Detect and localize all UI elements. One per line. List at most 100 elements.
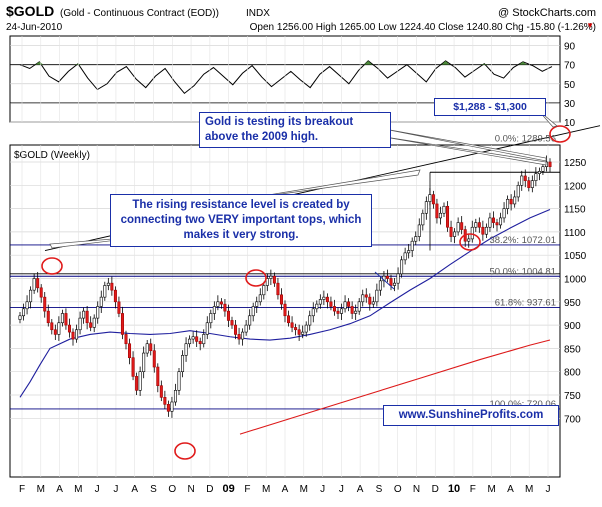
- candle-down: [495, 222, 499, 226]
- fibonacci-labels: 0.0%: 1289.56 38.2%: 1072.01 50.0%: 1004.8…: [489, 134, 556, 410]
- time-axis-label: O: [168, 484, 176, 495]
- breakout-callout: Gold is testing its breakout above the 2…: [199, 112, 391, 148]
- candle-down: [523, 175, 527, 181]
- overbought-fill: [441, 60, 450, 65]
- candle-down: [219, 301, 223, 305]
- price-tick-label: 1250: [564, 158, 587, 169]
- price-tick-label: 1000: [564, 275, 587, 286]
- time-axis: F M A M J J A S O N D 09 F M A M J J A S O N D 10 F M A M J: [19, 483, 551, 495]
- candle-up: [32, 278, 36, 291]
- candle-down: [368, 296, 372, 305]
- overbought-fill: [480, 63, 489, 65]
- candle-up: [421, 212, 425, 226]
- candle-down: [156, 366, 160, 386]
- candle-up: [530, 180, 534, 188]
- time-axis-label: S: [376, 484, 383, 495]
- candle-up: [18, 315, 22, 320]
- candle-up: [57, 322, 61, 335]
- candle-down: [297, 329, 301, 335]
- candle-up: [442, 205, 446, 214]
- highlight-circle: [174, 442, 196, 460]
- chart-description: (Gold - Continuous Contract (EOD)): [60, 8, 219, 19]
- candle-up: [22, 308, 26, 317]
- stockcharts-watermark: @ StockCharts.com: [498, 7, 596, 19]
- candle-up: [177, 371, 181, 391]
- price-axis: 700 750 800 850 900 950 1000 1050 1100 1150 1200 12…: [564, 158, 587, 425]
- candle-up: [75, 329, 79, 340]
- candle-down: [435, 203, 439, 219]
- candle-down: [279, 294, 283, 305]
- resistance-callout: The rising resistance level is created b…: [110, 194, 372, 247]
- candle-up: [29, 289, 33, 303]
- down-arrow-icon: ▼: [586, 21, 594, 30]
- candle-down: [53, 329, 57, 335]
- candle-down: [294, 327, 298, 331]
- candle-up: [407, 250, 411, 254]
- candlesticks: [18, 155, 552, 418]
- candle-down: [39, 287, 43, 298]
- highlight-circle: [41, 257, 63, 275]
- time-axis-label: M: [262, 484, 270, 495]
- candle-down: [198, 341, 202, 345]
- time-axis-label: F: [244, 484, 250, 495]
- candle-up: [417, 224, 421, 237]
- breakout-callout-pointer: [378, 135, 547, 166]
- indicator-tick-label: 30: [564, 99, 576, 110]
- time-axis-label: J: [546, 484, 551, 495]
- candle-up: [474, 222, 478, 228]
- candle-up: [467, 238, 471, 242]
- candle-up: [375, 289, 379, 303]
- candle-down: [431, 194, 435, 205]
- candle-up: [103, 285, 107, 298]
- candle-down: [509, 198, 513, 205]
- overbought-fill: [518, 61, 527, 65]
- chart-date: 24-Jun-2010: [6, 22, 63, 33]
- time-axis-label: M: [525, 484, 533, 495]
- price-tick-label: 950: [564, 298, 581, 309]
- time-axis-label: D: [432, 484, 439, 495]
- fib-level-label: 38.2%: 1072.01: [489, 235, 556, 246]
- candle-up: [470, 226, 474, 240]
- candle-up: [318, 299, 322, 305]
- candle-up: [205, 322, 209, 335]
- candle-up: [393, 282, 397, 286]
- candle-up: [60, 313, 64, 324]
- candle-down: [230, 320, 234, 326]
- candle-up: [304, 324, 308, 333]
- candle-down: [36, 278, 40, 289]
- candle-up: [25, 301, 29, 310]
- candle-down: [287, 315, 291, 324]
- breakout-callout-pointer-2: [378, 127, 547, 162]
- candle-up: [534, 173, 538, 181]
- candle-down: [234, 324, 238, 335]
- candle-up: [428, 194, 432, 202]
- candle-down: [159, 385, 163, 398]
- price-tick-label: 1200: [564, 181, 587, 192]
- candle-down: [325, 296, 329, 303]
- candle-up: [484, 226, 488, 235]
- candle-down: [237, 334, 241, 340]
- candle-up: [78, 317, 82, 331]
- indicator-plot: [19, 60, 553, 95]
- candle-down: [124, 334, 128, 345]
- candle-up: [357, 301, 361, 312]
- candle-down: [50, 322, 54, 331]
- time-axis-label: M: [74, 484, 82, 495]
- candle-up: [506, 198, 510, 209]
- time-axis-label: F: [470, 484, 476, 495]
- candle-up: [537, 171, 541, 174]
- indicator-tick-label: 70: [564, 61, 576, 72]
- candle-up: [244, 324, 248, 333]
- time-axis-label: 09: [223, 483, 235, 495]
- candle-down: [117, 301, 121, 314]
- indicator-axis: 10 30 50 70 90: [564, 42, 576, 129]
- candle-up: [520, 175, 524, 186]
- candle-down: [527, 180, 531, 188]
- time-axis-label: A: [282, 484, 289, 495]
- candle-down: [290, 322, 294, 328]
- candle-down: [477, 222, 481, 228]
- candle-up: [343, 301, 347, 310]
- candle-up: [269, 275, 273, 279]
- fib-level-label: 50.0%: 1004.81: [489, 266, 556, 277]
